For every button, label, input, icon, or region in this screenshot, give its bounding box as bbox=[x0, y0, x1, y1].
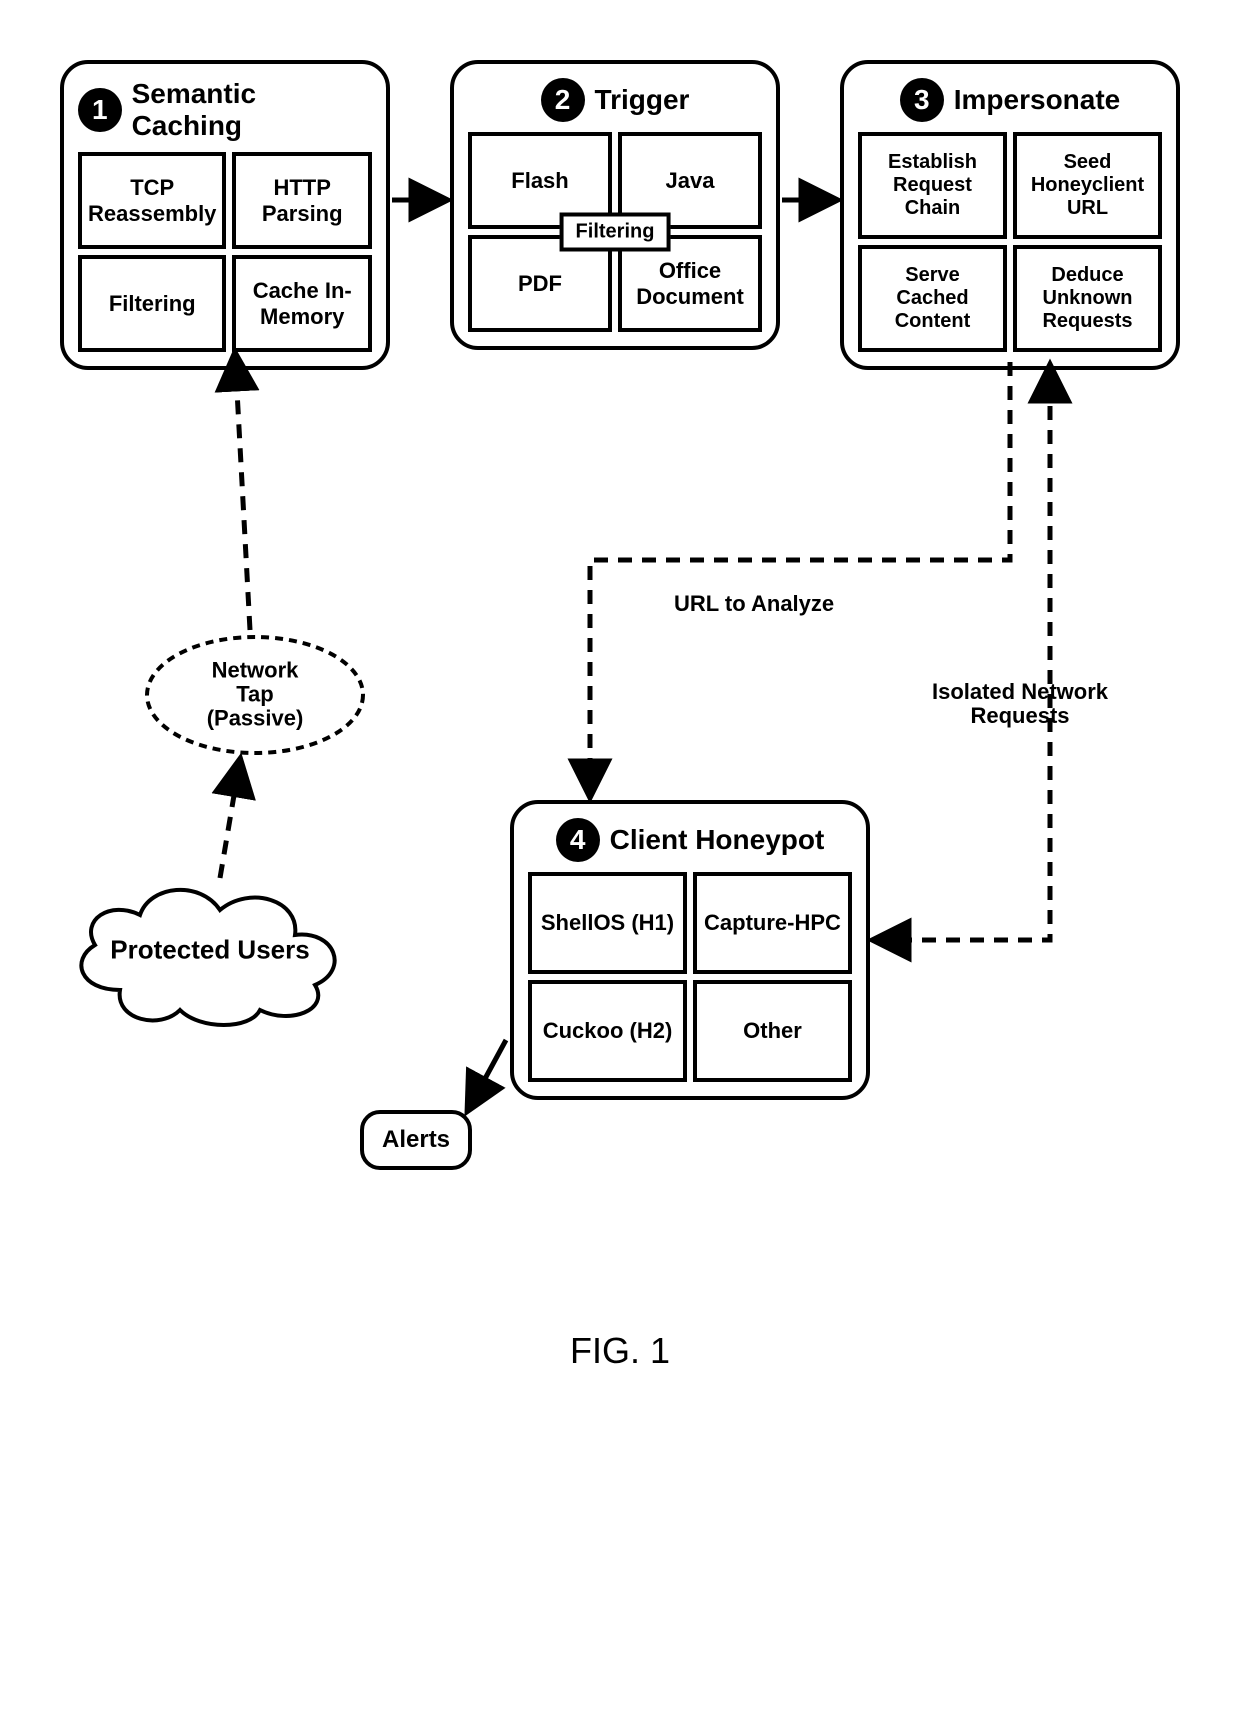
cell-cache-in-memory: Cache In-Memory bbox=[232, 255, 372, 352]
module-title: Impersonate bbox=[954, 84, 1121, 116]
network-tap-node: Network Tap (Passive) bbox=[140, 630, 370, 760]
tap-line1: Network Tap bbox=[212, 658, 299, 707]
module-title: Client Honeypot bbox=[610, 824, 825, 856]
module-grid: Establish Request Chain Seed Honeyclient… bbox=[858, 132, 1162, 352]
module-number-badge: 4 bbox=[556, 818, 600, 862]
cell-filtering: Filtering bbox=[78, 255, 226, 352]
module-grid: TCP Reassembly HTTP Parsing Filtering Ca… bbox=[78, 152, 372, 352]
module-semantic-caching: 1 Semantic Caching TCP Reassembly HTTP P… bbox=[60, 60, 390, 370]
cell-establish-request-chain: Establish Request Chain bbox=[858, 132, 1007, 239]
module-trigger: 2 Trigger Flash Java PDF Office Document… bbox=[450, 60, 780, 350]
module-title-row: 4 Client Honeypot bbox=[528, 818, 852, 862]
network-tap-label: Network Tap (Passive) bbox=[198, 659, 313, 732]
cell-cuckoo: Cuckoo (H2) bbox=[528, 980, 687, 1082]
module-title-row: 1 Semantic Caching bbox=[78, 78, 372, 142]
module-title-row: 3 Impersonate bbox=[858, 78, 1162, 122]
cell-capture-hpc: Capture-HPC bbox=[693, 872, 852, 974]
cell-shellos: ShellOS (H1) bbox=[528, 872, 687, 974]
module-number-badge: 2 bbox=[541, 78, 585, 122]
edge-label-url: URL to Analyze bbox=[670, 592, 838, 616]
module-title-row: 2 Trigger bbox=[468, 78, 762, 122]
cell-seed-honeyclient-url: Seed Honeyclient URL bbox=[1013, 132, 1162, 239]
module-grid: ShellOS (H1) Capture-HPC Cuckoo (H2) Oth… bbox=[528, 872, 852, 1082]
module-client-honeypot: 4 Client Honeypot ShellOS (H1) Capture-H… bbox=[510, 800, 870, 1100]
cell-other: Other bbox=[693, 980, 852, 1082]
module-grid: Flash Java PDF Office Document Filtering bbox=[468, 132, 762, 332]
protected-users-cloud: Protected Users bbox=[60, 870, 360, 1030]
module-title: Semantic Caching bbox=[132, 78, 372, 142]
cell-tcp-reassembly: TCP Reassembly bbox=[78, 152, 226, 249]
module-number-badge: 3 bbox=[900, 78, 944, 122]
edge-label-isolated: Isolated Network Requests bbox=[890, 680, 1150, 728]
figure-caption: FIG. 1 bbox=[570, 1330, 670, 1372]
cloud-label: Protected Users bbox=[110, 935, 309, 966]
alerts-node: Alerts bbox=[360, 1110, 472, 1170]
module-impersonate: 3 Impersonate Establish Request Chain Se… bbox=[840, 60, 1180, 370]
cell-serve-cached-content: Serve Cached Content bbox=[858, 245, 1007, 352]
diagram-canvas: 1 Semantic Caching TCP Reassembly HTTP P… bbox=[40, 40, 1200, 1660]
module-number-badge: 1 bbox=[78, 88, 122, 132]
cell-deduce-unknown-requests: Deduce Unknown Requests bbox=[1013, 245, 1162, 352]
module-title: Trigger bbox=[595, 84, 690, 116]
cell-http-parsing: HTTP Parsing bbox=[232, 152, 372, 249]
filtering-overlay-tag: Filtering bbox=[560, 213, 671, 252]
tap-line2: (Passive) bbox=[207, 706, 304, 731]
